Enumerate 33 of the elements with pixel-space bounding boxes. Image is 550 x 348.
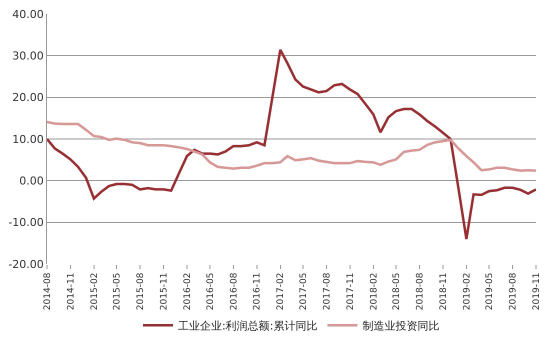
y-tick-label: -10.00 [8,216,44,230]
x-tick-label: 2018-05 [392,272,402,310]
x-tick-label: 2019-02 [462,272,472,310]
x-tick-label: 2015-08 [136,272,146,310]
legend-label: 工业企业:利润总额:累计同比 [178,320,318,333]
x-tick-label: 2014-08 [42,272,53,310]
y-tick-label: 40.00 [12,8,44,21]
x-tick-label: 2018-08 [415,272,426,310]
x-tick-label: 2019-11 [532,272,542,310]
x-tick-label: 2019-05 [485,272,496,310]
x-tick-label: 2016-08 [229,272,240,310]
line-series [47,48,536,240]
x-tick-label: 2015-05 [112,272,123,310]
x-tick-label: 2015-02 [90,272,100,310]
x-tick-label: 2017-08 [322,272,332,310]
x-tick-label: 2017-11 [346,272,356,310]
x-tick-label: 2016-05 [206,272,216,310]
y-tick-label: 10.00 [12,132,44,146]
y-tick-label: -20.00 [8,258,44,271]
x-tick-label: 2015-11 [159,272,170,310]
y-tick-label: 30.00 [12,50,44,63]
x-tick-label: 2019-08 [508,272,518,310]
y-tick-label: 20.00 [12,91,44,104]
x-tick-label: 2017-05 [298,272,309,310]
x-tick-label: 2018-11 [438,272,449,310]
y-tick-label: 0.00 [19,174,44,188]
x-tick-label: 2014-11 [66,272,76,310]
x-tick-label: 2016-11 [252,272,263,310]
legend-label: 制造业投资同比 [362,320,440,333]
line-series [47,120,536,172]
x-tick-label: 2017-02 [276,272,286,310]
x-tick-label: 2018-02 [369,272,380,310]
x-tick-label: 2016-02 [182,272,193,310]
